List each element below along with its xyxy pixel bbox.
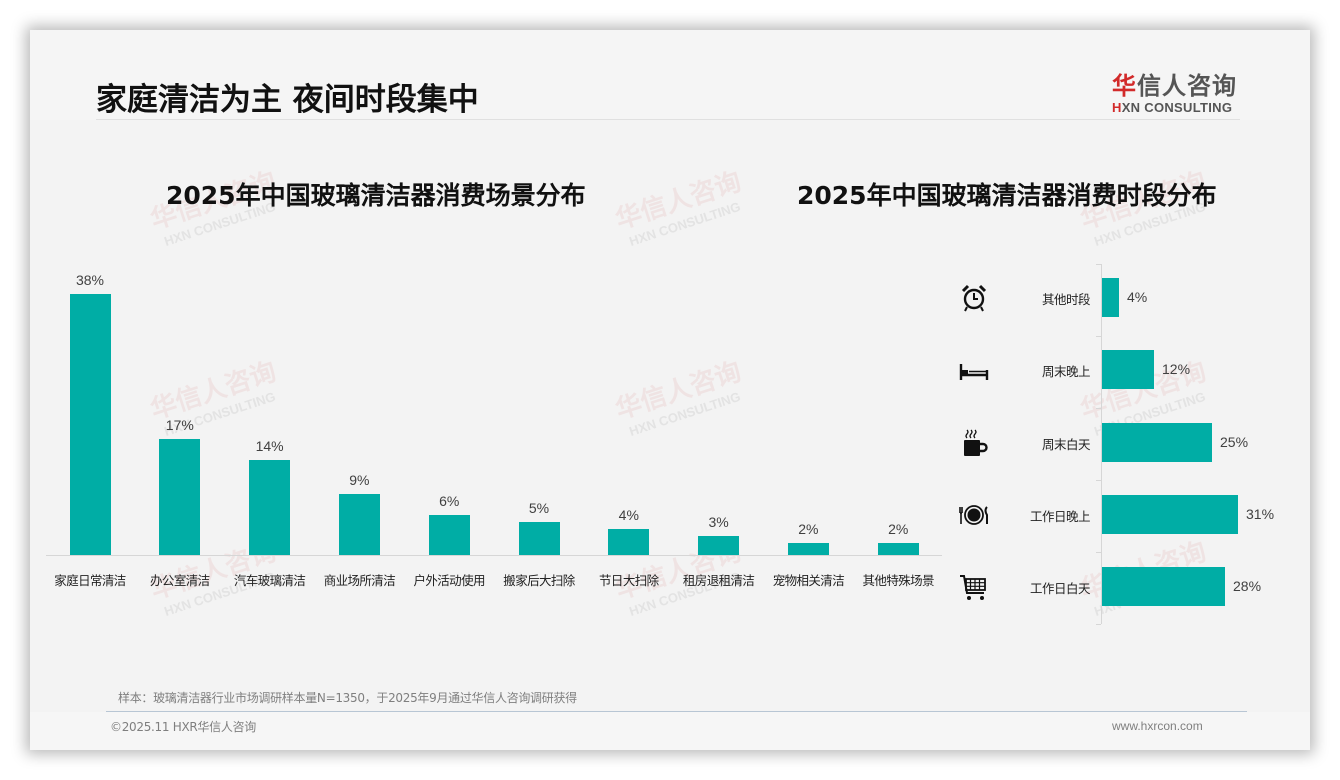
category-label: 宠物相关清洁 [772, 573, 845, 588]
logo-english: HXN CONSULTING [1112, 100, 1242, 115]
category-label: 节日大扫除 [599, 573, 659, 588]
category-label: 其他特殊场景 [862, 573, 934, 588]
footer-background [30, 712, 1310, 750]
category-label: 搬家后大扫除 [503, 573, 575, 588]
period-bar-value: 28% [1233, 578, 1262, 594]
sample-note: 样本：玻璃清洁器行业市场调研样本量N=1350，于2025年9月通过华信人咨询调… [118, 691, 577, 705]
logo-en-text: XN CONSULTING [1121, 100, 1233, 115]
period-bar [1102, 567, 1225, 606]
alarm-clock-icon [959, 284, 989, 312]
period-bar-value: 31% [1246, 506, 1275, 522]
period-bar-value: 4% [1127, 289, 1148, 305]
category-label: 商业场所清洁 [323, 573, 396, 588]
logo-en-accent: H [1112, 100, 1122, 115]
period-bar [1102, 495, 1238, 534]
brand-logo: 华信人咨询 HXN CONSULTING [1112, 66, 1242, 115]
category-label: 办公室清洁 [150, 573, 210, 588]
bar-value-label: 14% [255, 438, 284, 454]
bar-value-label: 5% [528, 500, 550, 516]
axis-tick [1096, 264, 1101, 265]
period-chart-axis [1101, 264, 1102, 624]
title-divider [96, 119, 1240, 120]
bar [787, 543, 829, 556]
bar-value-label: 2% [798, 521, 819, 537]
bar-value-label: 9% [349, 472, 370, 488]
logo-chinese: 华信人咨询 [1112, 66, 1242, 101]
period-bar [1102, 350, 1154, 389]
category-label: 家庭日常清洁 [54, 573, 126, 588]
bar [518, 522, 560, 556]
category-label: 户外活动使用 [413, 573, 485, 588]
dining-plate-icon [957, 501, 988, 529]
copyright-text: ©2025.11 HXR华信人咨询 [110, 720, 256, 734]
axis-tick [1096, 552, 1101, 553]
scene-chart-title: 2025年中国玻璃清洁器消费场景分布 [166, 181, 586, 210]
bed-icon [959, 356, 989, 384]
coffee-cup-icon [959, 429, 989, 457]
period-category-label: 工作日晚上 [1029, 509, 1091, 524]
bar-value-label: 3% [708, 514, 729, 530]
bar [249, 460, 291, 556]
scene-bar-chart: 38% 17% 14% 9% 6% 5% 4% 3% 2% 2% [46, 260, 942, 556]
header-background [30, 30, 1310, 120]
period-bar [1102, 278, 1119, 317]
period-category-label: 工作日白天 [1029, 581, 1091, 596]
bar-value-label: 17% [165, 417, 194, 433]
bar [428, 515, 470, 556]
logo-accent-char: 华 [1112, 72, 1137, 100]
logo-cn-text: 信人咨询 [1137, 72, 1237, 100]
bar [338, 494, 380, 556]
period-category-label: 周末白天 [1041, 437, 1091, 452]
axis-tick [1096, 408, 1101, 409]
axis-tick [1096, 480, 1101, 481]
bar-value-label: 2% [888, 521, 909, 537]
period-bar-value: 25% [1220, 434, 1249, 450]
bar-value-label: 4% [618, 507, 639, 523]
page-title: 家庭清洁为主 夜间时段集中 [96, 82, 479, 118]
period-category-label: 周末晚上 [1041, 364, 1091, 379]
slide: 家庭清洁为主 夜间时段集中 华信人咨询 HXN CONSULTING 华信人咨询… [30, 30, 1310, 750]
bar [877, 543, 919, 556]
category-label: 租房退租清洁 [682, 573, 755, 588]
period-bar [1102, 423, 1212, 462]
bar-value-label: 6% [439, 493, 460, 509]
period-bar-value: 12% [1162, 361, 1191, 377]
category-label: 汽车玻璃清洁 [233, 573, 306, 588]
axis-tick [1096, 624, 1101, 625]
period-chart-title: 2025年中国玻璃清洁器消费时段分布 [797, 181, 1217, 210]
bar [69, 294, 111, 556]
bar-value-label: 38% [75, 272, 105, 288]
website-text: www.hxrcon.com [1112, 719, 1203, 733]
bar [698, 536, 740, 556]
shopping-cart-icon [959, 573, 989, 601]
bar [159, 439, 201, 556]
footer-divider [106, 711, 1247, 712]
bar [608, 529, 650, 556]
scene-chart-baseline [46, 555, 942, 556]
period-category-label: 其他时段 [1041, 292, 1091, 307]
axis-tick [1096, 336, 1101, 337]
